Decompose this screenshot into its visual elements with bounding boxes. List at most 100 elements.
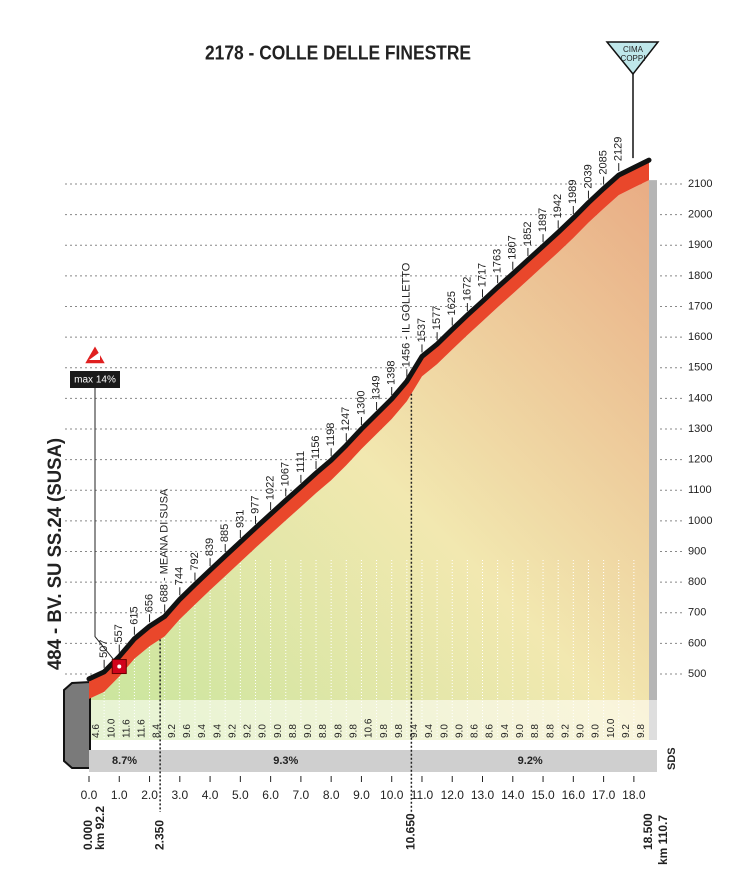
gradient-label: 9.4 (424, 724, 435, 738)
km-marker-label: 2.350 (152, 820, 166, 850)
gradient-label: 11.6 (121, 719, 132, 738)
max-pointer (94, 388, 120, 667)
km-marker-label: 10.650 (404, 813, 418, 850)
y-tick-label: 1300 (688, 423, 712, 435)
km-marker-label: 18.500 (641, 813, 655, 850)
y-tick-label: 600 (688, 637, 706, 649)
x-tick-label: 3.0 (171, 788, 188, 802)
x-tick-label: 13.0 (471, 788, 495, 802)
altitude-label: 1067 (280, 462, 292, 486)
x-tick-label: 17.0 (592, 788, 616, 802)
altitude-label: 1022 (265, 476, 277, 500)
x-tick-label: 16.0 (562, 788, 586, 802)
gradient-label: 8.4 (152, 724, 163, 738)
x-tick-label: 9.0 (353, 788, 370, 802)
altitude-label: 1897 (537, 208, 549, 232)
gradient-label: 9.2 (560, 724, 571, 738)
gradient-label: 4.6 (91, 724, 102, 738)
altitude-label: 1349 (370, 376, 382, 400)
label-band (89, 700, 657, 742)
gradient-label: 9.4 (500, 724, 511, 738)
gradient-label: 9.2 (167, 724, 178, 738)
x-tick-label: 18.0 (622, 788, 646, 802)
altitude-label: 1852 (522, 221, 534, 245)
y-tick-label: 1600 (688, 331, 712, 343)
x-tick-label: 7.0 (293, 788, 310, 802)
gradient-label: 9.4 (197, 724, 208, 738)
x-tick-label: 6.0 (262, 788, 279, 802)
badge-triangle (605, 41, 660, 76)
altitude-label: 977 (249, 496, 261, 514)
altitude-label: 1577 (431, 306, 443, 330)
altitude-label: 744 (174, 567, 186, 585)
start-label: 484 - BV. SU SS.24 (SUSA) (45, 438, 66, 670)
altitude-label: 557 (113, 624, 125, 642)
gradient-label: 9.2 (621, 724, 632, 738)
altitude-label: 656 (143, 594, 155, 612)
gradient-label: 9.8 (394, 724, 405, 738)
altitude-label: 1672 (461, 277, 473, 301)
x-tick-label: 1.0 (111, 788, 128, 802)
gradient-label: 11.6 (137, 719, 148, 738)
gradient-label: 9.2 (243, 724, 254, 738)
segment-label: 9.3% (273, 755, 298, 767)
altitude-label: 839 (204, 538, 216, 556)
gradient-label: 9.0 (303, 724, 314, 738)
gradient-label: 9.8 (379, 724, 390, 738)
gradient-label: 9.2 (227, 724, 238, 738)
y-tick-label: 2000 (688, 209, 712, 221)
segment-label: 9.2% (518, 755, 543, 767)
logo: SDS (666, 747, 678, 770)
altitude-label: 1398 (386, 361, 398, 385)
x-tick-label: 4.0 (202, 788, 219, 802)
gradient-label: 9.0 (515, 724, 526, 738)
y-tick-label: 800 (688, 576, 706, 588)
y-tick-label: 1800 (688, 270, 712, 282)
y-tick-label: 1900 (688, 239, 712, 251)
x-tick-label: 2.0 (141, 788, 158, 802)
race-km: km 92.2 (93, 806, 107, 850)
altitude-label: 1156 (310, 435, 322, 459)
max-label: max 14% (74, 375, 116, 386)
gradient-label: 8.8 (318, 724, 329, 738)
x-tick-label: 10.0 (380, 788, 404, 802)
segment-label: 8.7% (112, 755, 137, 767)
altitude-label: 1537 (416, 318, 428, 342)
gradient-label: 9.0 (439, 724, 450, 738)
gradient-label: 8.6 (470, 724, 481, 738)
y-tick-label: 2100 (688, 178, 712, 190)
gradient-label: 8.8 (545, 724, 556, 738)
gradient-label: 9.6 (182, 724, 193, 738)
altitude-label: 931 (234, 510, 246, 528)
y-tick-label: 1200 (688, 454, 712, 466)
y-tick-label: 1500 (688, 362, 712, 374)
altitude-label: 1807 (507, 235, 519, 259)
x-tick-label: 11.0 (411, 788, 434, 802)
altitude-label: 688 - MEANA DI SUSA (159, 488, 171, 602)
profile-line (86, 157, 652, 682)
altitude-label: 615 (128, 606, 140, 624)
altitude-label: 1198 (325, 423, 337, 447)
altitude-label: 1763 (492, 249, 504, 273)
max-icon (82, 343, 108, 365)
gradient-label: 8.8 (288, 724, 299, 738)
gradient-label: 10.6 (364, 718, 375, 738)
profile-band (89, 160, 649, 699)
max-box (70, 371, 120, 388)
gradient-label: 9.0 (258, 724, 269, 738)
gradient-label: 9.8 (349, 724, 360, 738)
gradient-label: 8.6 (485, 724, 496, 738)
badge-text: COPPI (621, 54, 646, 63)
altitude-label: 1300 (355, 391, 367, 415)
y-tick-label: 1100 (688, 484, 712, 496)
gradient-label: 9.4 (409, 724, 420, 738)
altitude-label: 1942 (552, 194, 564, 218)
segment-bar (89, 750, 657, 772)
gradient-label: 9.0 (454, 724, 465, 738)
gradient-label: 9.8 (333, 724, 344, 738)
y-tick-label: 700 (688, 607, 706, 619)
x-tick-label: 8.0 (323, 788, 340, 802)
x-tick-label: 14.0 (501, 788, 525, 802)
max-dot (117, 664, 122, 669)
